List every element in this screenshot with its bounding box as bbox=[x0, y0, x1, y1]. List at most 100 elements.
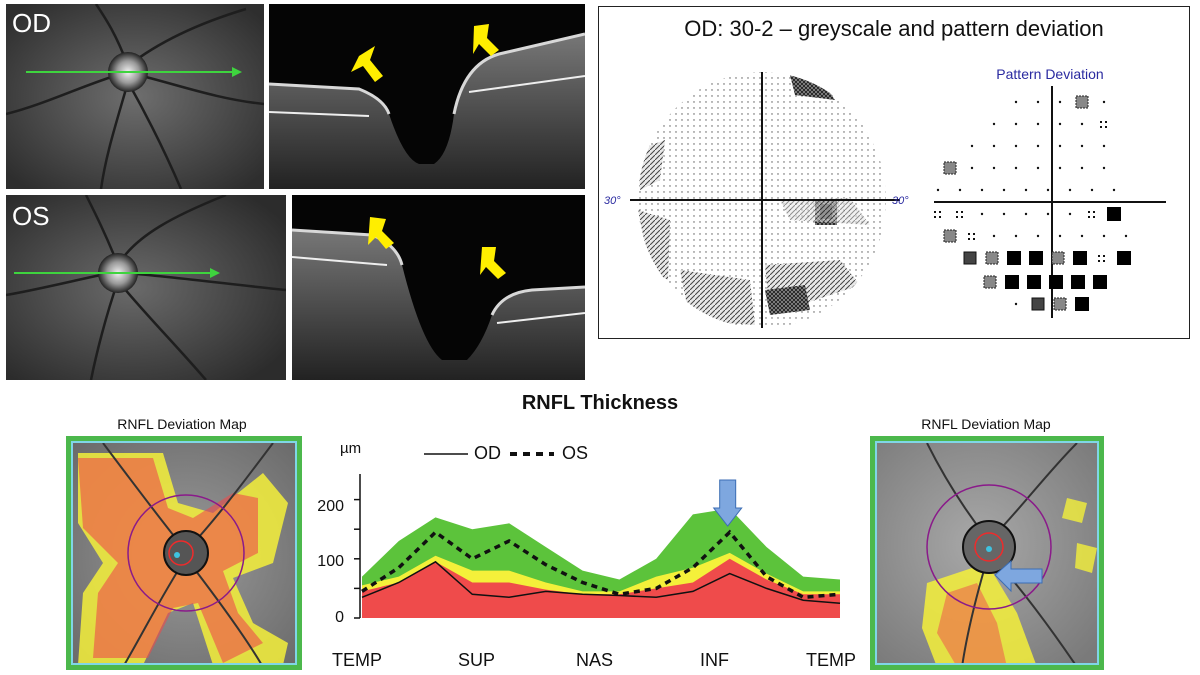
pd-point bbox=[961, 216, 963, 218]
pd-point bbox=[1105, 126, 1107, 128]
y-tick-label: 200 bbox=[317, 498, 344, 515]
arrow-icon bbox=[368, 217, 394, 249]
pd-point bbox=[1014, 122, 1018, 126]
pd-point bbox=[973, 238, 975, 240]
pd-point bbox=[1080, 122, 1084, 126]
pd-point bbox=[1002, 188, 1006, 192]
pd-point bbox=[1014, 166, 1018, 170]
x-tick-label: TEMP bbox=[806, 650, 857, 670]
series-od-line bbox=[361, 560, 841, 604]
pd-point bbox=[1080, 144, 1084, 148]
pd-point bbox=[1105, 121, 1107, 123]
pd-point bbox=[992, 144, 996, 148]
pd-point bbox=[1071, 275, 1085, 289]
pd-point bbox=[970, 166, 974, 170]
pd-point bbox=[1102, 100, 1106, 104]
x-tick-label: NAS bbox=[576, 650, 614, 670]
pd-point bbox=[1053, 297, 1067, 311]
pd-point bbox=[1058, 122, 1062, 126]
greyscale-plot bbox=[620, 70, 910, 335]
pd-point bbox=[956, 216, 958, 218]
pd-point bbox=[1007, 251, 1021, 265]
pd-point bbox=[1090, 188, 1094, 192]
pd-point bbox=[1036, 100, 1040, 104]
pd-point bbox=[1058, 234, 1062, 238]
os-fundus-image: OS bbox=[6, 195, 286, 380]
series-os-line bbox=[361, 529, 841, 600]
x-tick-label: SUP bbox=[458, 650, 496, 670]
pd-point bbox=[1014, 144, 1018, 148]
arrow-icon bbox=[480, 247, 506, 279]
pd-point bbox=[970, 144, 974, 148]
pd-point bbox=[1103, 260, 1105, 262]
pd-point bbox=[1107, 207, 1121, 221]
abnormal-band-red bbox=[362, 558, 840, 618]
pd-point bbox=[1093, 216, 1095, 218]
chart-legend: OD OS bbox=[420, 440, 620, 470]
pd-point bbox=[1051, 251, 1065, 265]
pd-point bbox=[1103, 255, 1105, 257]
pd-point bbox=[939, 211, 941, 213]
pd-point bbox=[934, 216, 936, 218]
pd-point bbox=[1024, 212, 1028, 216]
pd-point bbox=[1058, 144, 1062, 148]
pd-point bbox=[1014, 100, 1018, 104]
pd-point bbox=[1100, 126, 1102, 128]
pd-point bbox=[1075, 297, 1089, 311]
x-tick-label: TEMP bbox=[332, 650, 383, 670]
arrow-icon bbox=[473, 24, 499, 56]
pd-point bbox=[968, 233, 970, 235]
pd-point bbox=[943, 161, 957, 175]
pd-point bbox=[992, 166, 996, 170]
pd-point bbox=[980, 212, 984, 216]
pd-point bbox=[1088, 211, 1090, 213]
y-axis-unit: µm bbox=[340, 440, 362, 457]
x-tick-label: INF bbox=[700, 650, 729, 670]
pd-point bbox=[1027, 275, 1041, 289]
pd-point bbox=[956, 211, 958, 213]
pd-point bbox=[943, 229, 957, 243]
os-label: OS bbox=[12, 201, 50, 231]
pd-point bbox=[1093, 211, 1095, 213]
right-map-title: RNFL Deviation Map bbox=[921, 416, 1051, 432]
rnfl-title: RNFL Thickness bbox=[521, 392, 679, 414]
pd-point bbox=[1112, 188, 1116, 192]
pd-point bbox=[973, 233, 975, 235]
legend-os-label: OS bbox=[562, 443, 589, 463]
pd-point bbox=[1058, 166, 1062, 170]
pd-point bbox=[1102, 234, 1106, 238]
pd-point bbox=[980, 188, 984, 192]
visual-field-title: OD: 30-2 – greyscale and pattern deviati… bbox=[684, 16, 1104, 41]
pd-point bbox=[992, 122, 996, 126]
pd-point bbox=[992, 234, 996, 238]
arrow-icon bbox=[351, 46, 383, 82]
right-rnfl-deviation-map bbox=[870, 436, 1104, 670]
pd-point bbox=[936, 188, 940, 192]
pd-point bbox=[1102, 166, 1106, 170]
blue-arrow-icon bbox=[994, 559, 1043, 593]
left-rnfl-deviation-map bbox=[66, 436, 302, 670]
pd-point bbox=[1093, 275, 1107, 289]
pd-point bbox=[1024, 188, 1028, 192]
pd-point bbox=[939, 216, 941, 218]
pd-point bbox=[963, 251, 977, 265]
pd-point bbox=[983, 275, 997, 289]
pd-point bbox=[1014, 234, 1018, 238]
pd-point bbox=[1036, 122, 1040, 126]
legend-od-label: OD bbox=[474, 443, 501, 463]
pd-point bbox=[1080, 234, 1084, 238]
pd-point bbox=[1098, 255, 1100, 257]
y-tick-label: 0 bbox=[335, 609, 344, 626]
pd-point bbox=[1046, 188, 1050, 192]
pd-point bbox=[934, 211, 936, 213]
od-fundus-image: OD bbox=[6, 4, 264, 189]
rnfl-chart bbox=[350, 470, 850, 630]
pd-point bbox=[1080, 166, 1084, 170]
pattern-deviation-plot bbox=[930, 86, 1170, 326]
pd-point bbox=[1102, 144, 1106, 148]
degree-label-right: 30° bbox=[892, 195, 909, 207]
pd-point bbox=[1036, 166, 1040, 170]
pd-point bbox=[1014, 302, 1018, 306]
pd-point bbox=[1073, 251, 1087, 265]
pd-point bbox=[1098, 260, 1100, 262]
